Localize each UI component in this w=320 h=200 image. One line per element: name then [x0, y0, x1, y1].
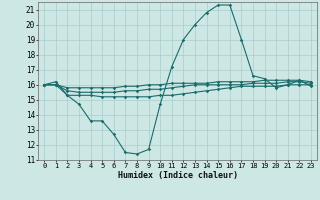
X-axis label: Humidex (Indice chaleur): Humidex (Indice chaleur): [118, 171, 238, 180]
